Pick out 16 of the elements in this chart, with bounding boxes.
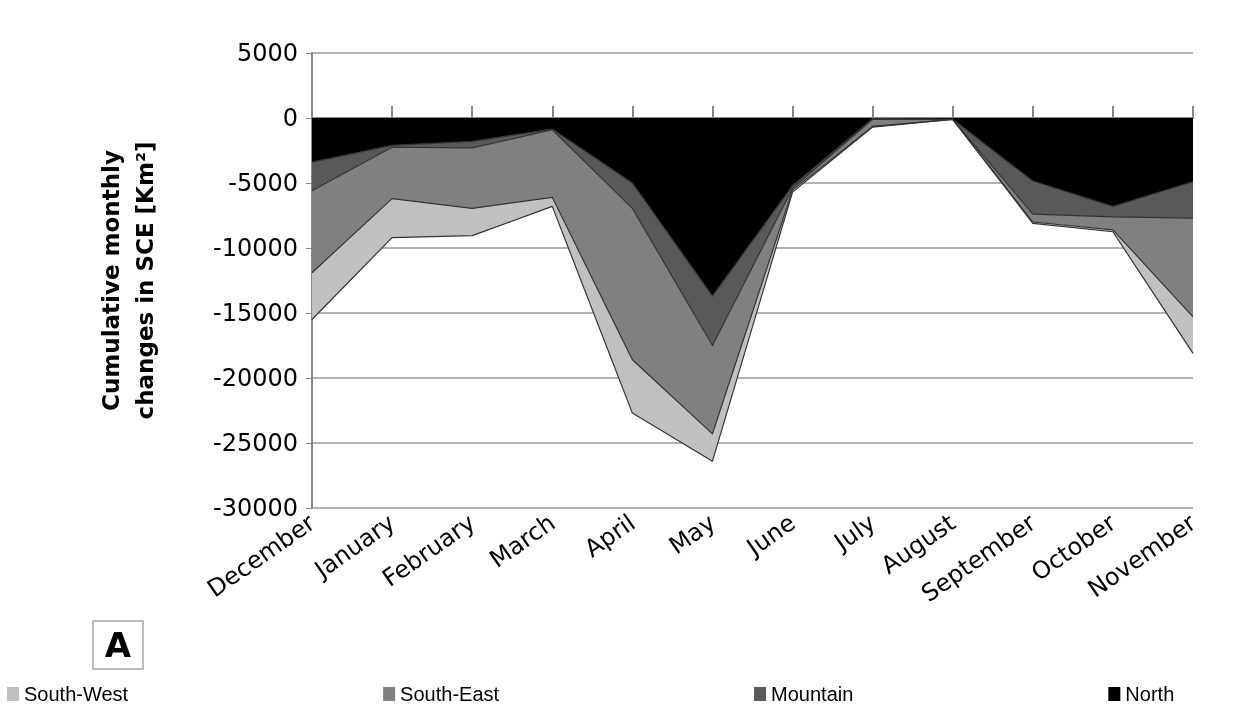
x-tick-label: May [663, 508, 721, 560]
legend-label: South-West [24, 683, 129, 705]
legend-label: Mountain [771, 683, 854, 705]
legend-label: South-East [400, 683, 500, 705]
text: A [104, 625, 132, 665]
y-tick-label: 0 [282, 104, 298, 132]
y-tick-label: -25000 [212, 429, 298, 457]
y-tick-label: -20000 [212, 364, 298, 392]
y-tick-label: -5000 [228, 169, 298, 197]
y-tick-label: -30000 [212, 494, 298, 522]
y-axis-title: Cumulative monthly changes in SCE [Km²] [98, 141, 158, 420]
y-tick-label: -15000 [212, 299, 298, 327]
y-tick-label: -10000 [212, 234, 298, 262]
legend-label: North [1125, 683, 1175, 705]
y-tick-label: 5000 [236, 39, 298, 67]
x-tick-label: July [827, 508, 881, 558]
